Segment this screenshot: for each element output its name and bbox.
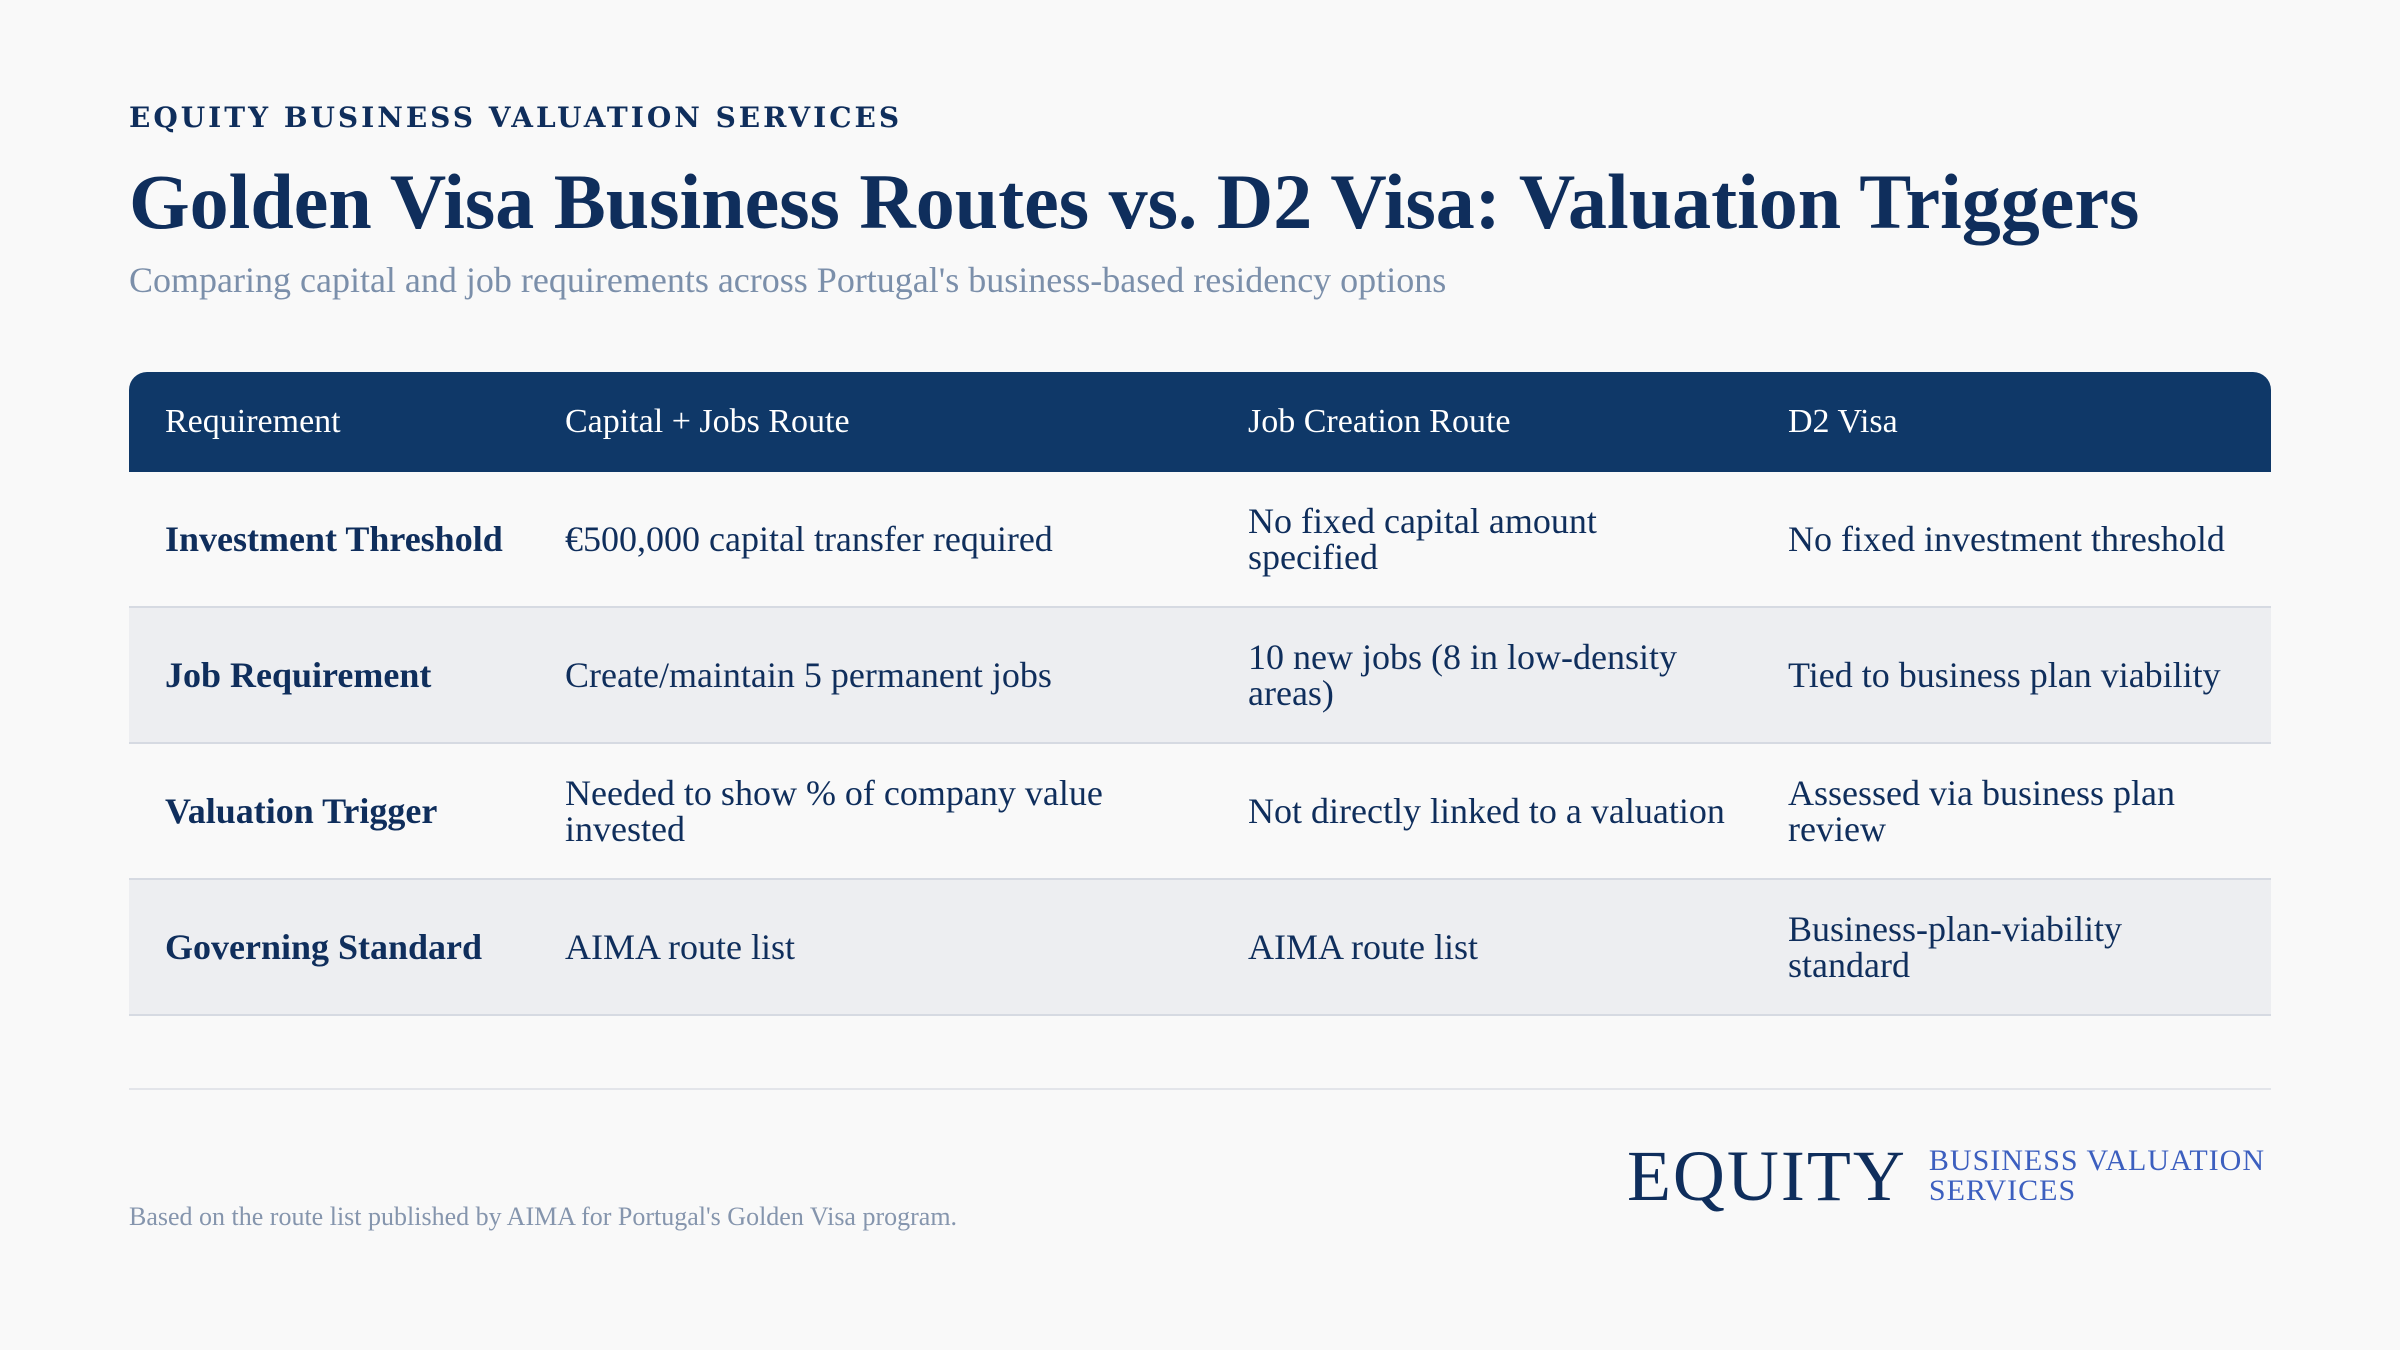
table-row: Job Requirement Create/maintain 5 perman…: [129, 608, 2271, 744]
logo-subtitle: BUSINESS VALUATION SERVICES: [1929, 1146, 2265, 1206]
column-header-job-creation: Job Creation Route: [1248, 403, 1511, 440]
table-cell: Not directly linked to a valuation: [1248, 791, 1725, 831]
column-header-requirement: Requirement: [165, 403, 341, 440]
table-cell: AIMA route list: [1248, 927, 1478, 967]
table-cell: Business-plan-viability standard: [1788, 909, 2122, 985]
table-cell: Tied to business plan viability: [1788, 655, 2221, 695]
table-cell: No fixed investment threshold: [1788, 519, 2225, 559]
table-cell: Needed to show % of company value invest…: [565, 773, 1103, 849]
table-cell: 10 new jobs (8 in low-density areas): [1248, 637, 1677, 713]
comparison-table: Requirement Capital + Jobs Route Job Cre…: [129, 372, 2271, 1016]
row-label: Valuation Trigger: [165, 791, 438, 831]
table-cell: €500,000 capital transfer required: [565, 519, 1053, 559]
table-row: Governing Standard AIMA route list AIMA …: [129, 880, 2271, 1016]
table-cell: Create/maintain 5 permanent jobs: [565, 655, 1052, 695]
row-label: Job Requirement: [165, 655, 432, 695]
table-row: Valuation Trigger Needed to show % of co…: [129, 744, 2271, 880]
table-cell: No fixed capital amount specified: [1248, 501, 1597, 577]
column-header-d2-visa: D2 Visa: [1788, 403, 1898, 440]
table-header: Requirement Capital + Jobs Route Job Cre…: [129, 372, 2271, 472]
logo-wordmark: EQUITY: [1626, 1136, 1907, 1216]
page-subtitle: Comparing capital and job requirements a…: [129, 260, 1447, 300]
page-title: Golden Visa Business Routes vs. D2 Visa:…: [129, 158, 2140, 245]
column-header-capital-jobs: Capital + Jobs Route: [565, 403, 850, 440]
footer-divider: [129, 1088, 2271, 1090]
eyebrow-label: EQUITY BUSINESS VALUATION SERVICES: [129, 101, 903, 134]
table-row: Investment Threshold €500,000 capital tr…: [129, 472, 2271, 608]
logo-subtitle-line-2: SERVICES: [1928, 1174, 2077, 1207]
row-label: Governing Standard: [165, 927, 483, 967]
page: EQUITY BUSINESS VALUATION SERVICES Golde…: [129, 100, 2271, 1250]
table-cell: AIMA route list: [565, 927, 795, 967]
company-logo: EQUITY BUSINESS VALUATION SERVICES: [1627, 1140, 2265, 1212]
source-note: Based on the route list published by AIM…: [129, 1202, 958, 1231]
row-label: Investment Threshold: [165, 519, 503, 559]
logo-subtitle-line-1: BUSINESS VALUATION: [1928, 1144, 2265, 1177]
table-cell: Assessed via business plan review: [1788, 773, 2175, 849]
